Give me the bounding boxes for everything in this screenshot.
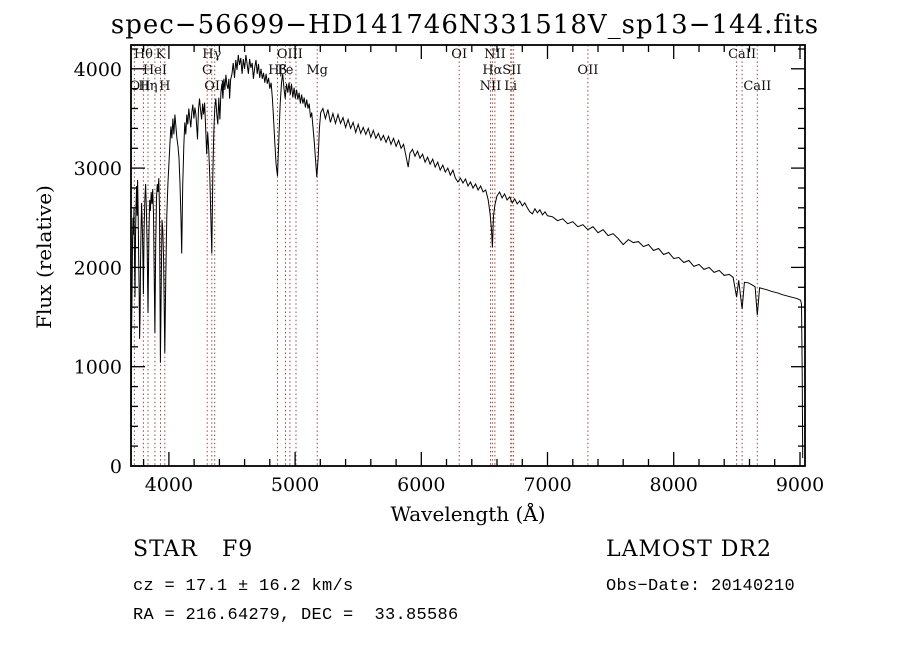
- y-tick-labels: 0 1000 2000 3000 4000: [74, 59, 122, 478]
- spectral-line-markers: [133, 45, 758, 466]
- ra-dec-coordinates: RA = 216.64279, DEC = 33.85586: [133, 606, 459, 625]
- y-tick-label: 4000: [74, 59, 122, 81]
- spectral-line-label: Hη: [138, 79, 157, 94]
- x-tick-label: 9000: [776, 474, 824, 496]
- spectral-line-label: SII: [502, 63, 521, 78]
- spectral-line-label: H: [159, 79, 170, 94]
- object-class-label: STAR F9: [133, 537, 254, 562]
- observation-date: Obs−Date: 20140210: [606, 577, 796, 596]
- spectrum-trace: [130, 54, 804, 461]
- spectral-line-label: Mg: [306, 63, 328, 78]
- survey-label: LAMOST DR2: [606, 537, 772, 562]
- spectral-line-label: Hθ: [134, 47, 153, 62]
- y-tick-label: 0: [110, 456, 122, 478]
- spectral-line-label: OIII: [277, 47, 303, 62]
- plot-border: [130, 44, 806, 467]
- spectral-line-label: CaII: [728, 47, 756, 62]
- axis-ticks: [131, 45, 805, 467]
- x-tick-label: 5000: [271, 474, 319, 496]
- x-tick-label: 4000: [145, 474, 193, 496]
- x-tick-label: 8000: [650, 474, 698, 496]
- x-axis-label: Wavelength (Å): [390, 502, 546, 526]
- spectral-line-label: OII: [577, 63, 598, 78]
- y-tick-label: 2000: [74, 257, 122, 279]
- page-title: spec−56699−HD141746N331518V_sp13−144.fit…: [110, 10, 820, 40]
- spectral-line-label: Hα: [482, 63, 502, 78]
- spectral-line-labels: OIIHθHηHeIKHGHγOIIHβFeOIIIMgOINIIHαNIILi…: [130, 47, 772, 94]
- x-tick-labels: 4000 5000 6000 7000 8000 9000: [145, 474, 824, 496]
- x-tick-label: 6000: [397, 474, 445, 496]
- spectral-line-label: HeI: [143, 63, 167, 78]
- spectral-line-label: Fe: [277, 63, 293, 78]
- spectral-line-label: OII: [130, 79, 151, 94]
- y-axis-label: Flux (relative): [32, 185, 56, 329]
- spectral-line-label: K: [156, 47, 166, 62]
- cz-velocity-value: cz = 17.1 ± 16.2 km/s: [133, 577, 354, 596]
- spectral-line-label: CaII: [743, 79, 771, 94]
- spectral-line-label: OI: [451, 47, 467, 62]
- spectral-line-label: Li: [504, 79, 517, 94]
- spectral-line-label: NII: [480, 79, 502, 94]
- spectral-line-label: Hγ: [202, 47, 221, 62]
- spectral-line-label: OII: [204, 79, 225, 94]
- spectrum-chart: OIIHθHηHeIKHGHγOIIHβFeOIIIMgOINIIHαNIILi…: [74, 44, 824, 496]
- x-tick-label: 7000: [523, 474, 571, 496]
- spectral-line-label: NII: [484, 47, 506, 62]
- y-tick-label: 3000: [74, 158, 122, 180]
- y-tick-label: 1000: [74, 357, 122, 379]
- spectral-line-label: G: [202, 63, 212, 78]
